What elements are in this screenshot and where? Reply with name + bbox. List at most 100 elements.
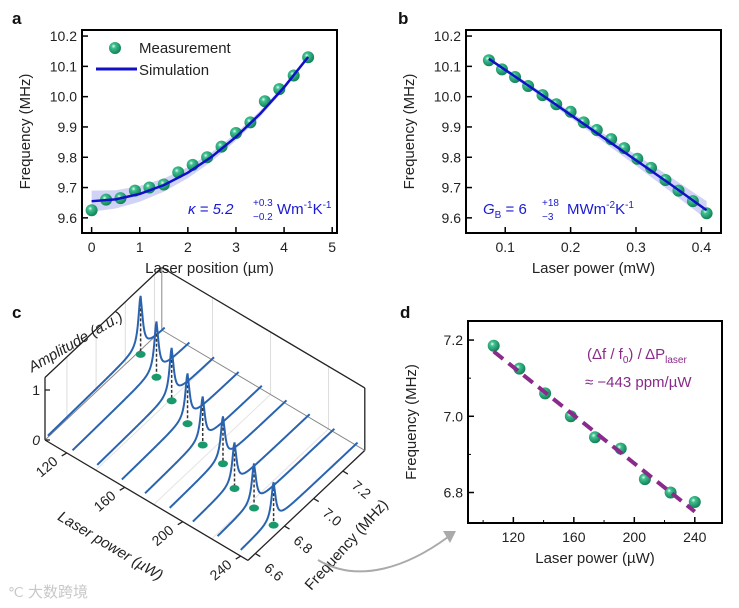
x-tick-label: 3 [232, 239, 240, 255]
power-axis [44, 439, 249, 561]
peak-marker [229, 485, 240, 493]
arrow-c-to-d [317, 536, 449, 573]
resonance-curve [144, 385, 263, 494]
measurement-point [564, 105, 577, 118]
watermark-logo-icon: ℃ [8, 584, 24, 600]
y-tick-label: 9.6 [58, 210, 78, 226]
simulation-line [488, 57, 708, 212]
measurement-point [700, 207, 713, 220]
power-tick-label: 160 [90, 487, 118, 514]
panel-b-chart: 0.1 0.2 0.3 0.4 9.6 9.7 9.8 9.9 10.0 10.1 10.2 Lase… [401, 28, 722, 277]
y-axis-label: Frequency (MHz) [401, 74, 418, 190]
resonance-curve [240, 441, 359, 551]
panel-label-c: c [12, 303, 21, 322]
power-tick-label: 120 [32, 453, 60, 480]
legend-marker-icon [109, 42, 121, 54]
x-tick-label: 0.1 [495, 239, 515, 255]
frequency-axis [247, 449, 366, 561]
measurement-point [201, 151, 214, 164]
y-tick-label: 9.9 [58, 119, 78, 135]
annotation-gb-sup: +18 [542, 198, 559, 209]
x-axis-label: Laser power (µW) [535, 550, 655, 567]
panel-d-chart: 120 160 200 240 6.8 7.0 7.2 Laser power (µW) Fre… [403, 320, 723, 567]
measurement-point [487, 339, 500, 352]
resonance-curve [216, 428, 336, 537]
x-axis-label: Laser position (µm) [145, 260, 274, 277]
y-tick-label: 7.0 [444, 408, 464, 424]
floor-grid-line [153, 394, 271, 505]
measurement-point [590, 123, 603, 136]
simulation-line [91, 56, 310, 203]
x-tick-label: 0.4 [692, 239, 712, 255]
y-tick-label: 10.2 [434, 28, 461, 44]
power-tick [119, 486, 126, 491]
x-tick-label: 4 [280, 239, 288, 255]
y-tick-label: 10.1 [50, 58, 77, 74]
panel-label-a: a [12, 9, 22, 28]
x-tick-label: 200 [623, 529, 647, 545]
panel-label-b: b [398, 9, 408, 28]
power-axis-label: Laser power (µW) [55, 508, 166, 584]
box-edge [44, 267, 163, 378]
x-tick-label: 2 [184, 239, 192, 255]
y-tick-label: 9.8 [442, 149, 462, 165]
resonance-curve [192, 413, 311, 523]
annotation-kappa-sup: +0.3 [253, 198, 273, 209]
frequency-tick [313, 497, 320, 503]
measurement-point [85, 204, 98, 217]
box-edge [44, 329, 163, 441]
peak-marker [268, 521, 279, 529]
annotation-slope-value: ≈ −443 ppm/µW [585, 374, 692, 391]
peak-marker [182, 420, 193, 428]
y-tick-label: 10.2 [50, 28, 77, 44]
power-tick-label: 240 [206, 556, 234, 583]
y-axis-label: Frequency (MHz) [403, 364, 420, 480]
annotation-kappa-unit: Wm-1K-1 [277, 200, 332, 218]
panel-a-chart: 0 1 2 3 4 5 9.6 9.7 9.8 9.9 10.0 10.1 10.2 Laser posi… [17, 28, 338, 277]
resonance-curve [169, 399, 288, 509]
y-tick-label: 10.0 [50, 89, 77, 105]
y-tick-label: 9.7 [58, 180, 78, 196]
floor-grid-line [211, 428, 329, 540]
peak-marker [217, 460, 228, 468]
measurement-point [482, 54, 495, 67]
y-tick-label: 6.8 [444, 485, 464, 501]
legend-measurement: Measurement [139, 40, 232, 57]
power-tick [177, 521, 184, 526]
plot-frame [467, 320, 723, 524]
peak-marker [197, 441, 208, 449]
arrow-head-icon [443, 531, 456, 543]
amplitude-tick-label: 1 [32, 382, 40, 398]
x-tick-label: 5 [328, 239, 336, 255]
y-tick-label: 9.8 [58, 149, 78, 165]
measurement-point [688, 496, 701, 509]
amplitude-axis-label: Amplitude (a.u.) [25, 308, 126, 376]
y-tick-label: 10.0 [434, 89, 461, 105]
x-tick-label: 0.2 [561, 239, 581, 255]
y-tick-label: 7.2 [444, 332, 464, 348]
frequency-tick-label: 7.2 [349, 477, 374, 502]
resonance-curve [121, 371, 240, 481]
y-tick-label: 10.1 [434, 58, 461, 74]
peak-marker [166, 397, 177, 405]
panel-label-d: d [400, 303, 410, 322]
x-tick-label: 240 [683, 529, 707, 545]
measurement-point [645, 161, 658, 174]
x-tick-label: 1 [136, 239, 144, 255]
watermark: 大数跨境 [28, 583, 88, 601]
plot-frame [465, 29, 722, 234]
frequency-tick-label: 6.6 [261, 560, 286, 585]
plot-frame [81, 29, 338, 234]
annotation-gb-sub: −3 [542, 212, 554, 223]
resonance-curve [96, 347, 215, 466]
frequency-tick [254, 552, 261, 558]
x-axis-label: Laser power (mW) [532, 260, 655, 277]
power-tick-label: 200 [148, 522, 176, 549]
frequency-tick-label: 7.0 [320, 505, 345, 530]
measurement-point [273, 83, 286, 96]
fit-line [492, 349, 697, 514]
x-tick-label: 0 [88, 239, 96, 255]
annotation-kappa-sub: −0.2 [253, 212, 273, 223]
box-edge [161, 329, 366, 451]
